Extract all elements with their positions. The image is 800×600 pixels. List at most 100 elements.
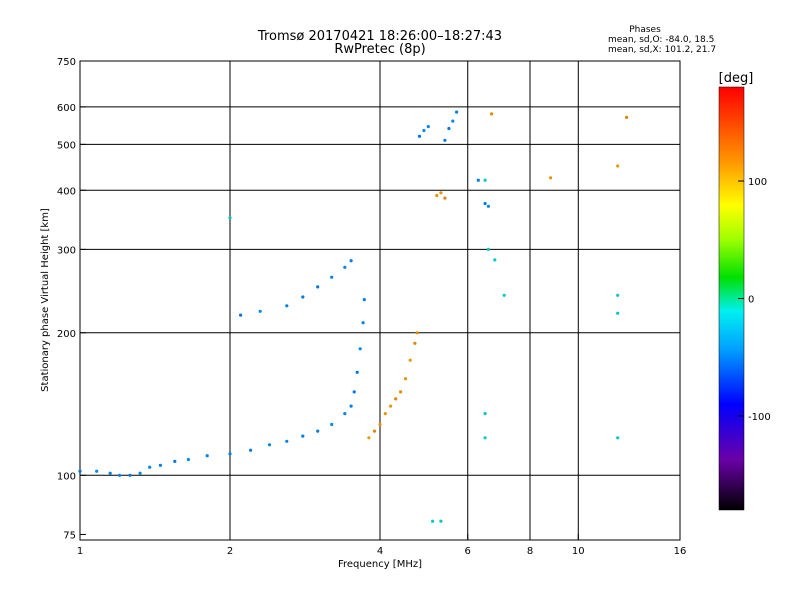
data-point xyxy=(383,412,387,416)
data-point xyxy=(422,128,426,133)
data-point xyxy=(228,452,232,456)
data-point xyxy=(616,436,620,440)
data-point xyxy=(343,412,347,416)
colorbar-tick-label: 100 xyxy=(748,177,767,188)
colorbar-tick-label: -100 xyxy=(748,412,771,423)
data-point xyxy=(258,309,262,313)
data-point xyxy=(158,463,162,467)
data-point xyxy=(148,465,152,469)
data-point xyxy=(117,473,122,477)
data-point xyxy=(483,178,487,182)
data-point xyxy=(502,293,506,297)
data-point xyxy=(439,519,443,523)
colorbar-tick-label: 0 xyxy=(748,295,754,306)
data-point xyxy=(616,311,620,315)
data-point xyxy=(349,259,353,263)
data-point xyxy=(451,119,455,123)
data-point xyxy=(173,459,177,463)
x-tick-label: 10 xyxy=(572,546,585,557)
data-point xyxy=(372,429,377,433)
data-point xyxy=(285,439,289,443)
data-point xyxy=(205,454,209,458)
data-point xyxy=(408,358,412,362)
data-point xyxy=(128,473,132,477)
data-point xyxy=(447,126,451,131)
data-point xyxy=(483,412,487,416)
y-tick-label: 200 xyxy=(57,329,76,340)
data-point xyxy=(249,448,253,452)
data-point xyxy=(486,204,490,208)
data-point xyxy=(443,138,447,142)
data-point xyxy=(493,258,497,262)
data-point xyxy=(426,125,430,129)
data-point xyxy=(483,201,487,206)
data-point xyxy=(301,434,305,438)
data-point xyxy=(394,397,398,401)
data-point xyxy=(431,519,435,523)
data-point xyxy=(95,469,99,473)
data-point xyxy=(439,191,443,195)
y-tick-label: 750 xyxy=(57,57,76,68)
data-point xyxy=(361,321,365,325)
data-point xyxy=(316,429,320,433)
colorbar-ticks: 100 0 -100 xyxy=(738,177,771,423)
x-tick-label: 1 xyxy=(77,546,83,557)
chart-subtitle: RwPretec (8p) xyxy=(334,42,425,57)
data-point xyxy=(616,293,620,297)
data-point xyxy=(228,216,232,220)
data-point xyxy=(399,390,403,394)
colorbar: [deg] 100 0 -100 xyxy=(719,71,771,511)
data-point xyxy=(285,304,289,308)
data-point xyxy=(186,457,190,462)
data-point xyxy=(301,295,305,299)
data-point xyxy=(352,390,356,394)
data-point xyxy=(316,285,320,289)
data-point xyxy=(138,471,142,475)
data-point xyxy=(367,436,371,440)
y-tick-label: 400 xyxy=(57,186,76,197)
x-tick-label: 2 xyxy=(227,546,233,557)
data-point xyxy=(355,370,359,374)
data-point xyxy=(403,377,408,381)
data-point xyxy=(476,178,480,182)
data-point xyxy=(330,275,334,279)
axis-ticks: 1 2 4 6 8 10 16 75 100 200 300 400 500 600 750 xyxy=(57,57,686,557)
data-point xyxy=(378,422,382,427)
data-point xyxy=(417,134,422,138)
data-point xyxy=(108,471,112,475)
y-axis-label: Stationary phase Virtual Height [km] xyxy=(40,208,51,392)
data-point xyxy=(78,469,82,473)
data-point xyxy=(455,110,459,114)
grid-lines xyxy=(80,61,680,540)
x-tick-label: 16 xyxy=(674,546,687,557)
data-point xyxy=(443,196,447,200)
data-point xyxy=(349,404,353,408)
data-points xyxy=(78,110,629,523)
data-point xyxy=(549,176,553,180)
data-point xyxy=(413,341,417,345)
data-point xyxy=(362,298,366,302)
data-point xyxy=(239,313,243,317)
y-tick-label: 100 xyxy=(57,471,76,482)
data-point xyxy=(435,193,439,198)
plot-area: 1 2 4 6 8 10 16 75 100 200 300 400 500 600 750 xyxy=(57,57,686,557)
y-tick-label: 600 xyxy=(57,103,76,114)
stats-heading: Phases xyxy=(629,25,661,35)
data-point xyxy=(483,436,487,440)
data-point xyxy=(389,404,393,408)
x-tick-label: 4 xyxy=(377,546,383,557)
data-point xyxy=(616,164,620,168)
y-tick-label: 500 xyxy=(57,140,76,151)
data-point xyxy=(625,115,629,119)
chart-title: Tromsø 20170421 18:26:00–18:27:43 xyxy=(257,29,502,44)
data-point xyxy=(358,347,362,351)
data-point xyxy=(486,247,490,251)
data-point xyxy=(330,422,334,427)
x-tick-label: 6 xyxy=(465,546,471,557)
data-point xyxy=(267,443,272,447)
colorbar-label: [deg] xyxy=(719,71,754,86)
data-point xyxy=(415,331,419,335)
stats-x-mode: mean, sd,X: 101.2, 21.7 xyxy=(608,45,716,55)
data-point xyxy=(490,112,494,116)
